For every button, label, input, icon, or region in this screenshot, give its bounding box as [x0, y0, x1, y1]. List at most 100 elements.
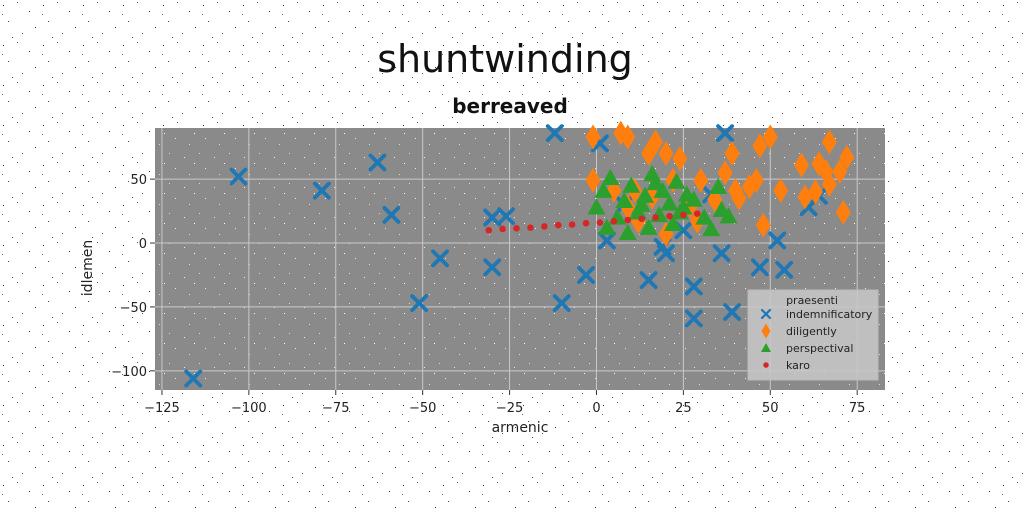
data-point — [693, 210, 701, 217]
data-point — [775, 260, 794, 279]
data-point — [702, 219, 721, 237]
grid — [155, 128, 885, 390]
data-point — [499, 225, 506, 233]
data-point — [483, 258, 502, 277]
series-perspectival — [587, 165, 738, 240]
data-point — [312, 181, 331, 200]
data-point — [709, 177, 728, 194]
data-point — [624, 216, 632, 224]
data-point — [663, 214, 682, 232]
data-point — [684, 309, 703, 328]
data-point — [639, 271, 658, 290]
data-point — [184, 369, 203, 388]
data-point — [672, 146, 688, 172]
y-axis-ticks: −100 −50 0 50 — [111, 173, 155, 380]
data-point — [719, 207, 738, 224]
data-point — [639, 218, 658, 235]
legend-entry: indemnificatory — [760, 308, 873, 321]
legend-label: perspectival — [786, 342, 853, 355]
data-point — [712, 244, 731, 263]
data-point — [431, 249, 449, 268]
data-point — [723, 303, 741, 321]
y-axis-label: idlemen — [80, 240, 96, 296]
legend-entries: indemnificatory diligently perspectival kar… — [760, 308, 873, 372]
y-tick-label: −50 — [120, 301, 147, 316]
data-point — [497, 207, 516, 226]
y-tick-label: −100 — [111, 365, 147, 380]
data-point — [527, 224, 534, 231]
data-point — [368, 153, 387, 172]
y-tick-label: 0 — [139, 237, 147, 252]
data-point — [622, 176, 641, 193]
data-point — [648, 129, 664, 155]
data-point — [794, 152, 810, 178]
data-point — [667, 172, 686, 189]
legend-entry: diligently — [761, 323, 837, 339]
x-tick-label: −50 — [409, 401, 436, 416]
data-point — [513, 225, 520, 232]
data-point — [748, 167, 764, 193]
data-marks — [184, 120, 855, 388]
data-point — [585, 167, 601, 193]
data-point — [382, 205, 401, 224]
data-point — [632, 195, 651, 212]
data-point — [485, 226, 493, 234]
data-point — [610, 217, 618, 225]
chart-title: shuntwinding — [377, 37, 633, 81]
data-point — [752, 133, 768, 159]
data-point — [684, 277, 703, 296]
data-point — [680, 211, 687, 219]
x-axis-label: armenic — [492, 420, 549, 436]
legend-title: praesenti — [786, 294, 838, 307]
x-tick-label: 50 — [762, 401, 779, 416]
data-point — [229, 167, 248, 186]
data-point — [483, 208, 502, 227]
data-point — [666, 212, 673, 220]
data-point — [684, 190, 703, 207]
data-point — [585, 124, 601, 150]
chart-subtitle: berreaved — [452, 94, 568, 118]
legend-label: karo — [786, 359, 810, 372]
data-point — [724, 141, 740, 167]
data-point — [652, 214, 659, 221]
data-point — [568, 221, 576, 228]
data-point — [768, 231, 787, 250]
data-point — [594, 181, 613, 198]
data-point — [646, 173, 665, 191]
data-point — [839, 144, 855, 170]
data-point — [835, 199, 851, 225]
data-point — [832, 158, 848, 184]
legend-label: indemnificatory — [786, 308, 873, 321]
data-point — [695, 208, 714, 225]
data-point — [597, 218, 616, 235]
data-point — [657, 244, 675, 263]
x-tick-label: −25 — [496, 401, 523, 416]
data-point — [731, 185, 747, 211]
data-point — [541, 223, 548, 230]
data-point — [644, 184, 660, 210]
legend-marker — [761, 323, 771, 339]
data-point — [716, 124, 735, 143]
data-point — [807, 179, 823, 205]
data-point — [660, 194, 679, 211]
data-point — [601, 168, 620, 186]
data-point — [638, 215, 645, 223]
data-point — [658, 141, 674, 167]
legend-entry: karo — [763, 359, 810, 372]
legend: praesenti indemnificatory diligently persp… — [747, 289, 879, 381]
series-karo — [485, 210, 701, 234]
y-tick-label: 50 — [130, 173, 147, 188]
legend-entry: perspectival — [761, 342, 853, 355]
data-point — [693, 167, 709, 193]
legend-marker — [760, 308, 772, 320]
legend-marker — [761, 343, 771, 352]
x-tick-label: 25 — [675, 401, 692, 416]
data-point — [596, 219, 604, 226]
data-point — [545, 124, 564, 143]
data-point — [552, 294, 571, 313]
data-point — [618, 223, 637, 240]
data-point — [821, 129, 837, 155]
data-point — [762, 124, 778, 150]
data-point — [821, 171, 837, 197]
